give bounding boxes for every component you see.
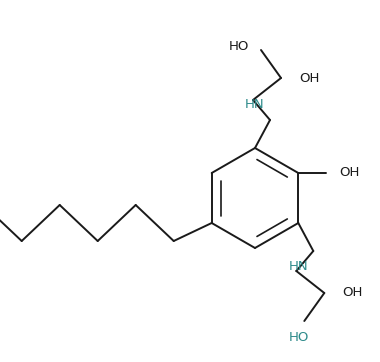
- Text: HO: HO: [229, 41, 249, 54]
- Text: OH: OH: [339, 167, 360, 180]
- Text: OH: OH: [342, 286, 363, 299]
- Text: OH: OH: [299, 72, 319, 84]
- Text: HN: HN: [245, 97, 265, 110]
- Text: HN: HN: [288, 261, 308, 274]
- Text: HO: HO: [289, 331, 309, 344]
